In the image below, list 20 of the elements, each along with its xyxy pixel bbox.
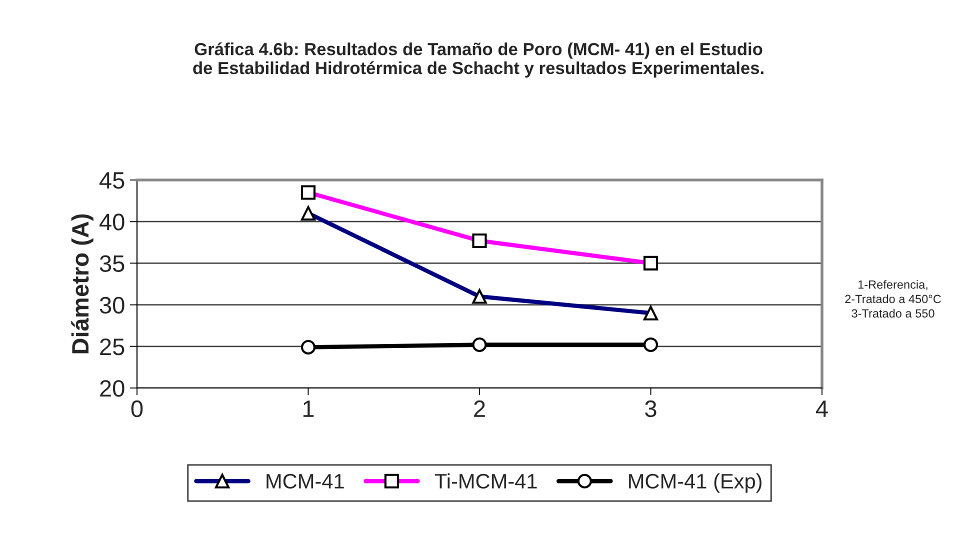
text: 1-Referencia, 2-Tratado a 450°C 3-Tratado a 550 [845,280,941,318]
point [643,337,658,352]
x-tick-label: 4 [816,400,828,417]
y-tick-label: 20 [100,380,124,397]
y-tick-label: 25 [100,338,124,356]
y-tick-label: 30 [100,296,124,314]
legend-label: MCM-41 [266,474,344,489]
x-tick-label: 0 [131,400,143,418]
point [300,340,316,355]
y-tick-label: 35 [100,255,124,272]
x-tick-label: 2 [474,400,485,417]
legend-label: Ti-MCM-41 [434,473,537,489]
point [472,337,487,352]
legend-label: MCM-41 (Exp) [629,473,762,493]
y-axis-title: Diámetro (A) [71,214,94,354]
x-tick-label: 3 [645,400,656,418]
y-tick-label: 45 [99,172,124,189]
y-tick-label: 40 [99,214,124,230]
x-tick-label: 1 [303,400,314,417]
chart-title: Gráfica 4.6b: Resultados de Tamaño de Poro (MCM- 41) en el Estudio de Estabilidad Hidrotérmica de Schacht y resultados Experimentales. [193,42,764,78]
